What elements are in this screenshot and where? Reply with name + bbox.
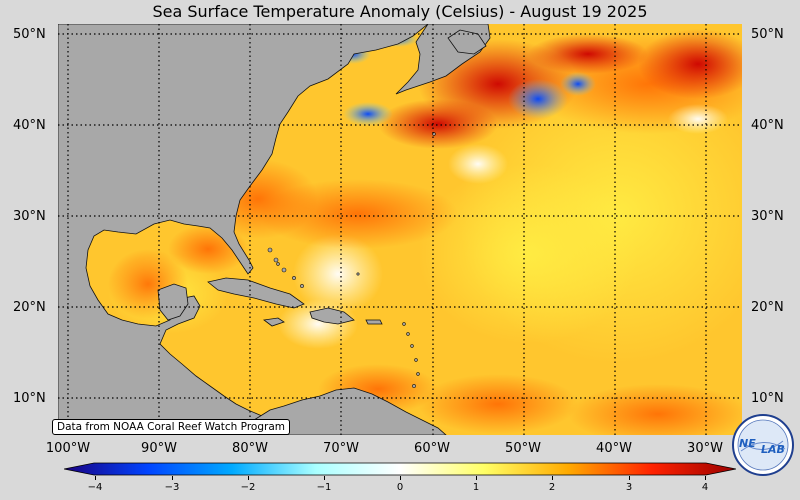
- colorbar-tick: 3: [625, 482, 633, 493]
- lat-label-left: 40°N: [13, 118, 46, 133]
- colorbar-tick: 4: [701, 482, 709, 493]
- logo-text-lab: LAB: [761, 443, 785, 456]
- lat-label-right: 50°N: [751, 27, 784, 42]
- lat-label-left: 20°N: [13, 300, 46, 315]
- lon-label: 40°W: [596, 441, 632, 456]
- lon-label: 30°W: [687, 441, 723, 456]
- lat-label-right: 30°N: [751, 209, 784, 224]
- lat-label-left: 30°N: [13, 209, 46, 224]
- island-chain: [267, 132, 436, 388]
- lat-label-right: 40°N: [751, 118, 784, 133]
- graticule: [58, 24, 742, 435]
- lat-label-right: 10°N: [751, 391, 784, 406]
- colorbar-tick: −3: [164, 482, 180, 493]
- colorbar-tick: −4: [87, 482, 103, 493]
- colorbar-tick: 0: [396, 482, 404, 493]
- colorbar-tick: 2: [548, 482, 556, 493]
- colorbar-tick: 1: [472, 482, 480, 493]
- lon-label: 50°W: [505, 441, 541, 456]
- lon-label: 70°W: [323, 441, 359, 456]
- lon-label: 80°W: [232, 441, 268, 456]
- lat-label-left: 10°N: [13, 391, 46, 406]
- lon-label: 60°W: [414, 441, 450, 456]
- logo-text-ne: NE: [739, 437, 756, 450]
- colorbar: [64, 462, 736, 476]
- colorbar-tick: −1: [316, 482, 332, 493]
- data-source-note: Data from NOAA Coral Reef Watch Program: [52, 419, 290, 435]
- map-title: Sea Surface Temperature Anomaly (Celsius…: [152, 2, 648, 21]
- lon-label: 90°W: [141, 441, 177, 456]
- land-masses: [58, 24, 491, 435]
- nelab-logo: NE LAB: [732, 414, 794, 476]
- lat-label-left: 50°N: [13, 27, 46, 42]
- sst-anomaly-map: [58, 24, 742, 435]
- colorbar-tick: −2: [240, 482, 256, 493]
- lon-label: 100°W: [45, 441, 91, 456]
- lat-label-right: 20°N: [751, 300, 784, 315]
